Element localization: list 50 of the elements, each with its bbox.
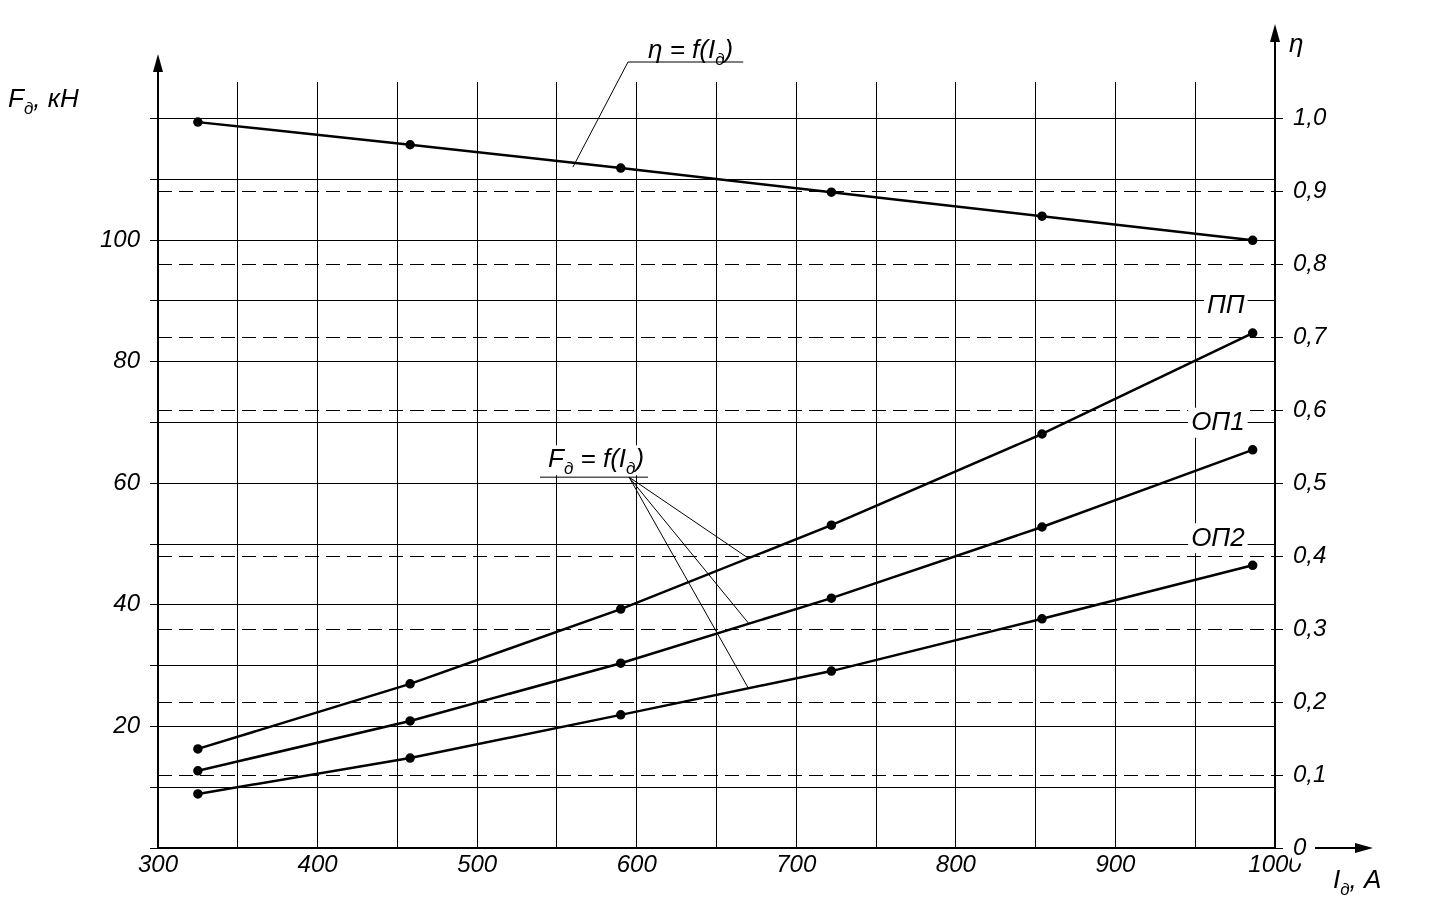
y2-tick-label: 0,1 bbox=[1293, 759, 1327, 787]
y-tick-label: 40 bbox=[113, 589, 141, 617]
point bbox=[405, 753, 415, 763]
series-label: ПП bbox=[1206, 289, 1245, 320]
x-tick-label: 300 bbox=[137, 850, 179, 878]
point bbox=[193, 789, 203, 799]
point bbox=[1037, 429, 1047, 439]
point bbox=[1037, 211, 1047, 221]
point bbox=[826, 666, 837, 676]
y-tick-label: 80 bbox=[113, 346, 141, 374]
point bbox=[1247, 560, 1258, 571]
y2-axis-title: η bbox=[1289, 28, 1304, 58]
point bbox=[826, 520, 837, 530]
point bbox=[193, 744, 203, 754]
point bbox=[405, 716, 415, 726]
point bbox=[1247, 235, 1258, 246]
point bbox=[616, 658, 626, 668]
y2-tick-label: 0,8 bbox=[1293, 249, 1328, 277]
point bbox=[616, 163, 626, 173]
point bbox=[1247, 445, 1258, 455]
point bbox=[193, 766, 203, 776]
x-tick-label: 900 bbox=[1095, 850, 1137, 878]
y2-tick-label: 0,7 bbox=[1293, 322, 1329, 350]
point bbox=[405, 139, 415, 150]
series-label: ОП2 bbox=[1191, 521, 1246, 552]
x-tick-label: 500 bbox=[457, 850, 498, 878]
point bbox=[1037, 614, 1047, 624]
point bbox=[193, 117, 203, 127]
y-tick-label: 60 bbox=[113, 467, 141, 495]
x-tick-label: 800 bbox=[935, 850, 977, 878]
x-tick-label: 700 bbox=[776, 850, 817, 878]
y-tick-label: 20 bbox=[112, 711, 141, 739]
point bbox=[826, 187, 837, 197]
y2-tick-label: 0,4 bbox=[1293, 540, 1327, 568]
x-tick-label: 600 bbox=[616, 850, 658, 878]
series-label: ОП1 bbox=[1191, 406, 1245, 437]
y2-tick-label: 0,3 bbox=[1293, 613, 1328, 641]
y2-tick-label: 0,5 bbox=[1293, 467, 1328, 495]
point bbox=[616, 604, 626, 614]
point bbox=[405, 679, 415, 689]
y2-tick-label: 0,2 bbox=[1293, 686, 1327, 714]
point bbox=[1037, 522, 1047, 532]
point bbox=[1247, 328, 1258, 338]
point bbox=[826, 593, 837, 603]
y2-tick-label: 0,6 bbox=[1293, 394, 1328, 422]
point bbox=[616, 710, 626, 720]
y2-tick-label: 1,0 bbox=[1293, 103, 1328, 131]
y2-tick-label: 0,9 bbox=[1293, 176, 1327, 204]
y-tick-label: 100 bbox=[99, 224, 141, 252]
x-tick-label: 400 bbox=[297, 850, 339, 878]
